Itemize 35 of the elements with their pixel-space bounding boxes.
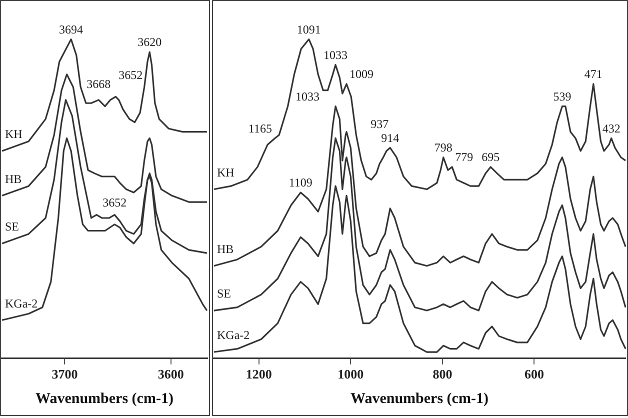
annotation: 779	[455, 150, 474, 164]
annotation: 1009	[350, 67, 374, 82]
x-tick-label: 1000	[338, 366, 364, 382]
series-label: SE	[217, 286, 232, 301]
annotation: 798	[434, 140, 452, 155]
annotation: 3668	[86, 77, 111, 92]
annotation: 1109	[288, 176, 312, 190]
series-label: SE	[5, 220, 20, 234]
series-label: KH	[217, 165, 235, 180]
series-label: HB	[217, 242, 234, 256]
annotation: 3620	[138, 35, 162, 50]
series-label: KGa-2	[5, 296, 38, 310]
x-axis-title: Wavenumbers (cm-1)	[36, 390, 174, 407]
annotation: 1091	[296, 22, 321, 36]
annotation: 1033	[296, 89, 320, 104]
annotation: 914	[381, 130, 400, 145]
annotation: 432	[602, 121, 620, 136]
x-tick-label: 3600	[158, 366, 184, 382]
annotation: 937	[370, 116, 389, 131]
series-label: KGa-2	[217, 328, 250, 342]
x-tick-label: 3700	[52, 366, 78, 382]
x-axis-title: Wavenumbers (cm-1)	[350, 390, 488, 407]
annotation: 3694	[59, 22, 84, 36]
x-tick-label: 1200	[246, 366, 272, 382]
annotation: 695	[482, 150, 500, 164]
x-tick-label: 800	[432, 366, 452, 382]
annotation: 3652	[102, 196, 127, 210]
series-label: HB	[5, 172, 22, 186]
annotation: 1033	[324, 48, 348, 62]
annotation: 3652	[118, 68, 143, 82]
annotation: 539	[553, 89, 572, 104]
annotation: 471	[584, 67, 602, 82]
x-tick-label: 600	[524, 366, 544, 382]
series-label: KH	[5, 127, 23, 142]
annotation: 1165	[248, 121, 272, 136]
